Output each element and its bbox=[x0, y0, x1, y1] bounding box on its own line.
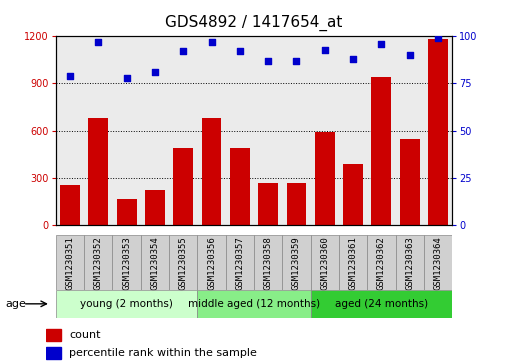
Point bbox=[349, 56, 357, 62]
Point bbox=[66, 73, 74, 79]
Point bbox=[434, 35, 442, 41]
Bar bbox=[198, 290, 310, 318]
Bar bbox=[226, 235, 254, 290]
Bar bbox=[56, 235, 84, 290]
Bar bbox=[287, 183, 306, 225]
Text: GSM1230353: GSM1230353 bbox=[122, 236, 131, 290]
Bar bbox=[198, 235, 226, 290]
Bar bbox=[282, 235, 310, 290]
Bar bbox=[396, 235, 424, 290]
Text: middle aged (12 months): middle aged (12 months) bbox=[188, 299, 320, 309]
Bar bbox=[46, 347, 61, 359]
Point bbox=[321, 46, 329, 52]
Text: GSM1230361: GSM1230361 bbox=[348, 236, 358, 290]
Bar bbox=[202, 118, 221, 225]
Text: GSM1230358: GSM1230358 bbox=[264, 236, 273, 290]
Bar bbox=[84, 235, 112, 290]
Bar bbox=[310, 235, 339, 290]
Text: percentile rank within the sample: percentile rank within the sample bbox=[70, 348, 258, 358]
Point bbox=[122, 75, 131, 81]
Bar bbox=[258, 183, 278, 225]
Bar bbox=[88, 118, 108, 225]
Bar bbox=[173, 148, 193, 225]
Bar bbox=[46, 329, 61, 341]
Text: GSM1230355: GSM1230355 bbox=[179, 236, 188, 290]
Point bbox=[377, 41, 386, 47]
Bar bbox=[145, 191, 165, 225]
Bar bbox=[400, 139, 420, 225]
Text: GSM1230364: GSM1230364 bbox=[433, 236, 442, 290]
Bar bbox=[169, 235, 198, 290]
Bar bbox=[254, 235, 282, 290]
Point bbox=[236, 49, 244, 54]
Text: GSM1230357: GSM1230357 bbox=[235, 236, 244, 290]
Bar bbox=[230, 148, 250, 225]
Point bbox=[151, 69, 159, 75]
Text: GSM1230354: GSM1230354 bbox=[150, 236, 160, 290]
Point bbox=[94, 39, 103, 45]
Bar bbox=[428, 40, 448, 225]
Bar bbox=[310, 290, 452, 318]
Text: GSM1230359: GSM1230359 bbox=[292, 236, 301, 290]
Bar bbox=[367, 235, 396, 290]
Bar bbox=[60, 185, 80, 225]
Text: GSM1230356: GSM1230356 bbox=[207, 236, 216, 290]
Bar bbox=[343, 164, 363, 225]
Bar bbox=[424, 235, 452, 290]
Point bbox=[207, 39, 215, 45]
Text: GSM1230352: GSM1230352 bbox=[94, 236, 103, 290]
Bar bbox=[112, 235, 141, 290]
Point bbox=[405, 52, 414, 58]
Text: GSM1230363: GSM1230363 bbox=[405, 236, 414, 290]
Text: young (2 months): young (2 months) bbox=[80, 299, 173, 309]
Text: count: count bbox=[70, 330, 101, 340]
Bar bbox=[315, 132, 335, 225]
Text: aged (24 months): aged (24 months) bbox=[335, 299, 428, 309]
Text: GSM1230362: GSM1230362 bbox=[377, 236, 386, 290]
Point bbox=[264, 58, 272, 64]
Text: GSM1230351: GSM1230351 bbox=[66, 236, 75, 290]
Point bbox=[179, 49, 187, 54]
Bar bbox=[141, 235, 169, 290]
Bar bbox=[339, 235, 367, 290]
Bar bbox=[371, 77, 391, 225]
Text: GSM1230360: GSM1230360 bbox=[320, 236, 329, 290]
Bar bbox=[117, 199, 137, 225]
Bar bbox=[56, 290, 198, 318]
Point bbox=[293, 58, 301, 64]
Text: age: age bbox=[5, 299, 26, 309]
Text: GDS4892 / 1417654_at: GDS4892 / 1417654_at bbox=[165, 15, 343, 31]
